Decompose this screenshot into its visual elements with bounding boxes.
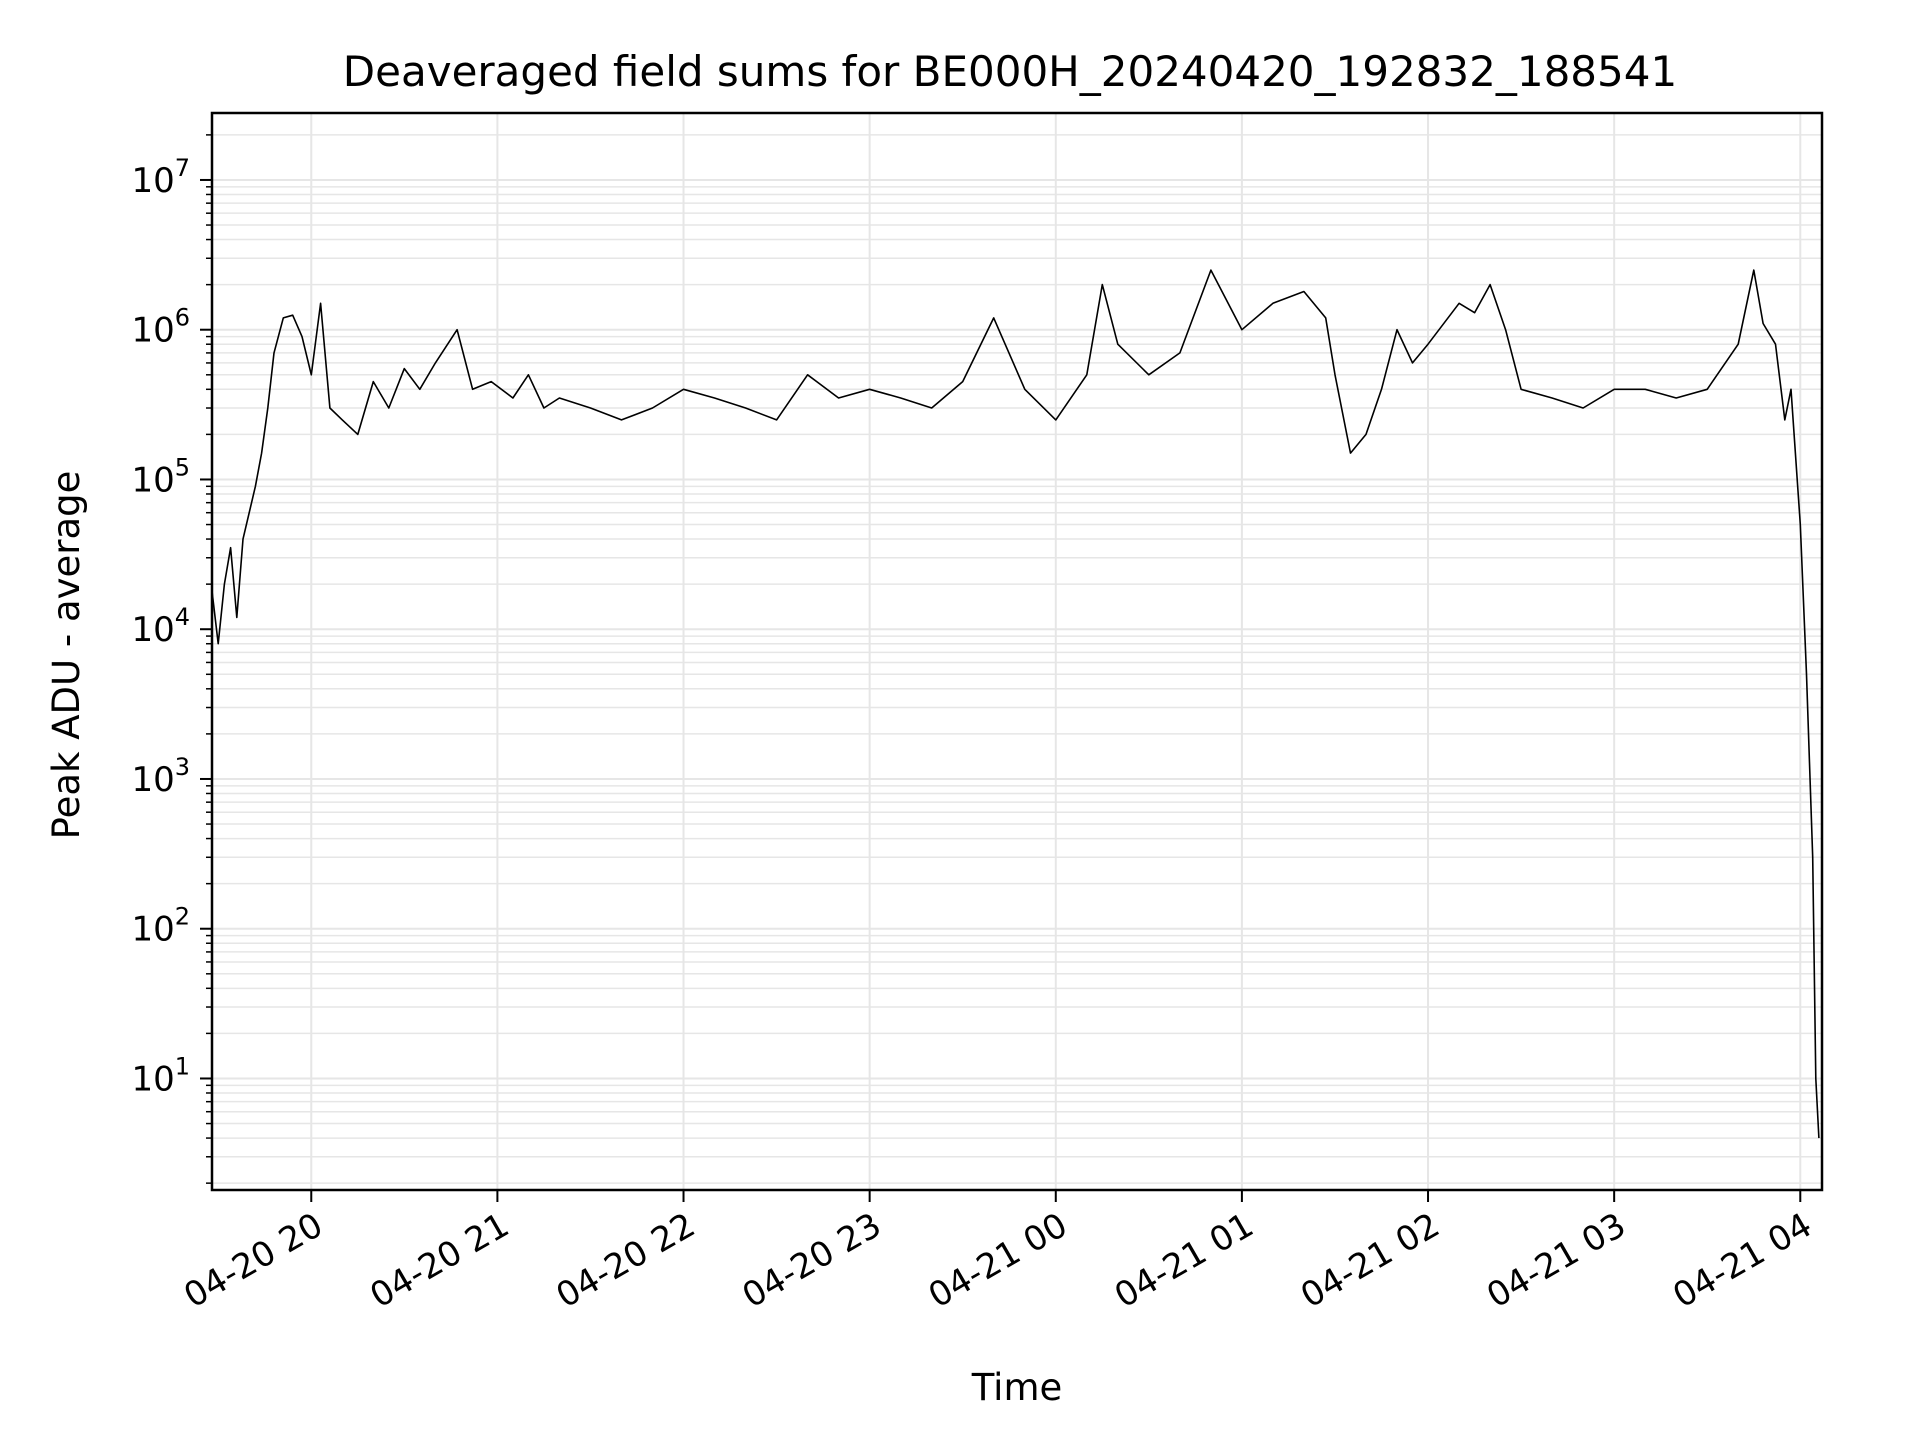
y-tick-label: 102 [131,903,190,950]
series-line [211,269,1820,1139]
y-axis-label: Peak ADU - average [45,471,88,840]
y-tick-label: 106 [131,304,190,351]
plot-frame [210,111,1824,1192]
grid [212,113,1822,1190]
y-tick-label: 107 [131,154,190,201]
y-tick-label: 103 [131,753,190,800]
y-tick-label: 104 [131,603,190,650]
y-axis: 101 102 103 104 105 106 107 [131,134,212,1184]
y-tick-label: 105 [131,453,190,500]
series-group [211,269,1820,1139]
x-axis-label: Time [971,1366,1063,1409]
chart-title: Deaveraged field sums for BE000H_2024042… [343,47,1677,96]
y-tick-label: 101 [131,1052,190,1099]
